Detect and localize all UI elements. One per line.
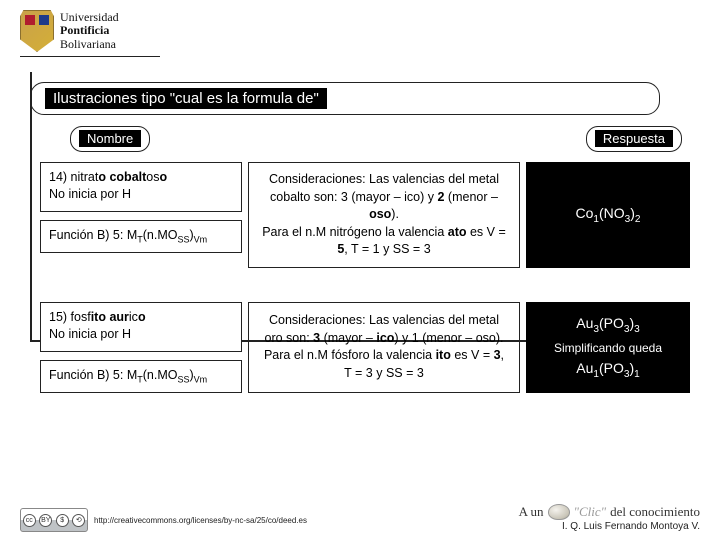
nombre-label-pill: Nombre xyxy=(70,126,150,152)
exercise-considerations: Consideraciones: Las valencias del metal… xyxy=(248,162,520,268)
logo-line3: Bolivariana xyxy=(60,38,119,51)
university-logo: Universidad Pontificia Bolivariana xyxy=(20,10,119,52)
section-title-pill: Ilustraciones tipo "cual es la formula d… xyxy=(30,82,660,115)
sa-icon: ⟲ xyxy=(72,514,85,527)
clic-suffix: del conocimiento xyxy=(610,504,700,520)
exercise-row-14: 14) nitrato cobaltosoNo inicia por H Fun… xyxy=(40,162,690,268)
row-left-col: 14) nitrato cobaltosoNo inicia por H Fun… xyxy=(40,162,242,268)
logo-line2: Pontificia xyxy=(60,24,119,37)
logo-divider xyxy=(20,56,160,57)
exercise-row-15: 15) fosfito auricoNo inicia por H Funció… xyxy=(40,302,690,393)
cc-license: cc BY $ ⟲ http://creativecommons.org/lic… xyxy=(20,508,307,532)
nombre-label: Nombre xyxy=(79,130,141,147)
exercise-answer: Au3(PO3)3Simplificando quedaAu1(PO3)1 xyxy=(526,302,690,393)
cc-url: http://creativecommons.org/licenses/by-n… xyxy=(94,516,307,525)
author: I. Q. Luis Fernando Montoya V. xyxy=(519,521,700,532)
nc-icon: $ xyxy=(56,514,69,527)
respuesta-label-pill: Respuesta xyxy=(586,126,682,152)
mouse-icon xyxy=(548,504,570,520)
footer-right: A un "Clic" del conocimiento I. Q. Luis … xyxy=(519,504,700,532)
exercise-name: 14) nitrato cobaltosoNo inicia por H xyxy=(40,162,242,212)
exercise-answer: Co1(NO3)2 xyxy=(526,162,690,268)
exercise-considerations: Consideraciones: Las valencias del metal… xyxy=(248,302,520,393)
cc-badge-icon: cc BY $ ⟲ xyxy=(20,508,88,532)
by-icon: BY xyxy=(39,514,52,527)
clic-word: "Clic" xyxy=(574,504,607,520)
exercise-function: Función B) 5: MT(n.MOSS)Vm xyxy=(40,220,242,253)
exercise-name: 15) fosfito auricoNo inicia por H xyxy=(40,302,242,352)
footer: cc BY $ ⟲ http://creativecommons.org/lic… xyxy=(20,504,700,532)
clic-slogan: A un "Clic" del conocimiento xyxy=(519,504,700,520)
row-left-col: 15) fosfito auricoNo inicia por H Funció… xyxy=(40,302,242,393)
clic-prefix: A un xyxy=(519,504,544,520)
cc-icon: cc xyxy=(23,514,36,527)
section-title: Ilustraciones tipo "cual es la formula d… xyxy=(45,88,327,109)
exercise-function: Función B) 5: MT(n.MOSS)Vm xyxy=(40,360,242,393)
shield-icon xyxy=(20,10,54,52)
logo-text: Universidad Pontificia Bolivariana xyxy=(60,11,119,51)
respuesta-label: Respuesta xyxy=(595,130,673,147)
